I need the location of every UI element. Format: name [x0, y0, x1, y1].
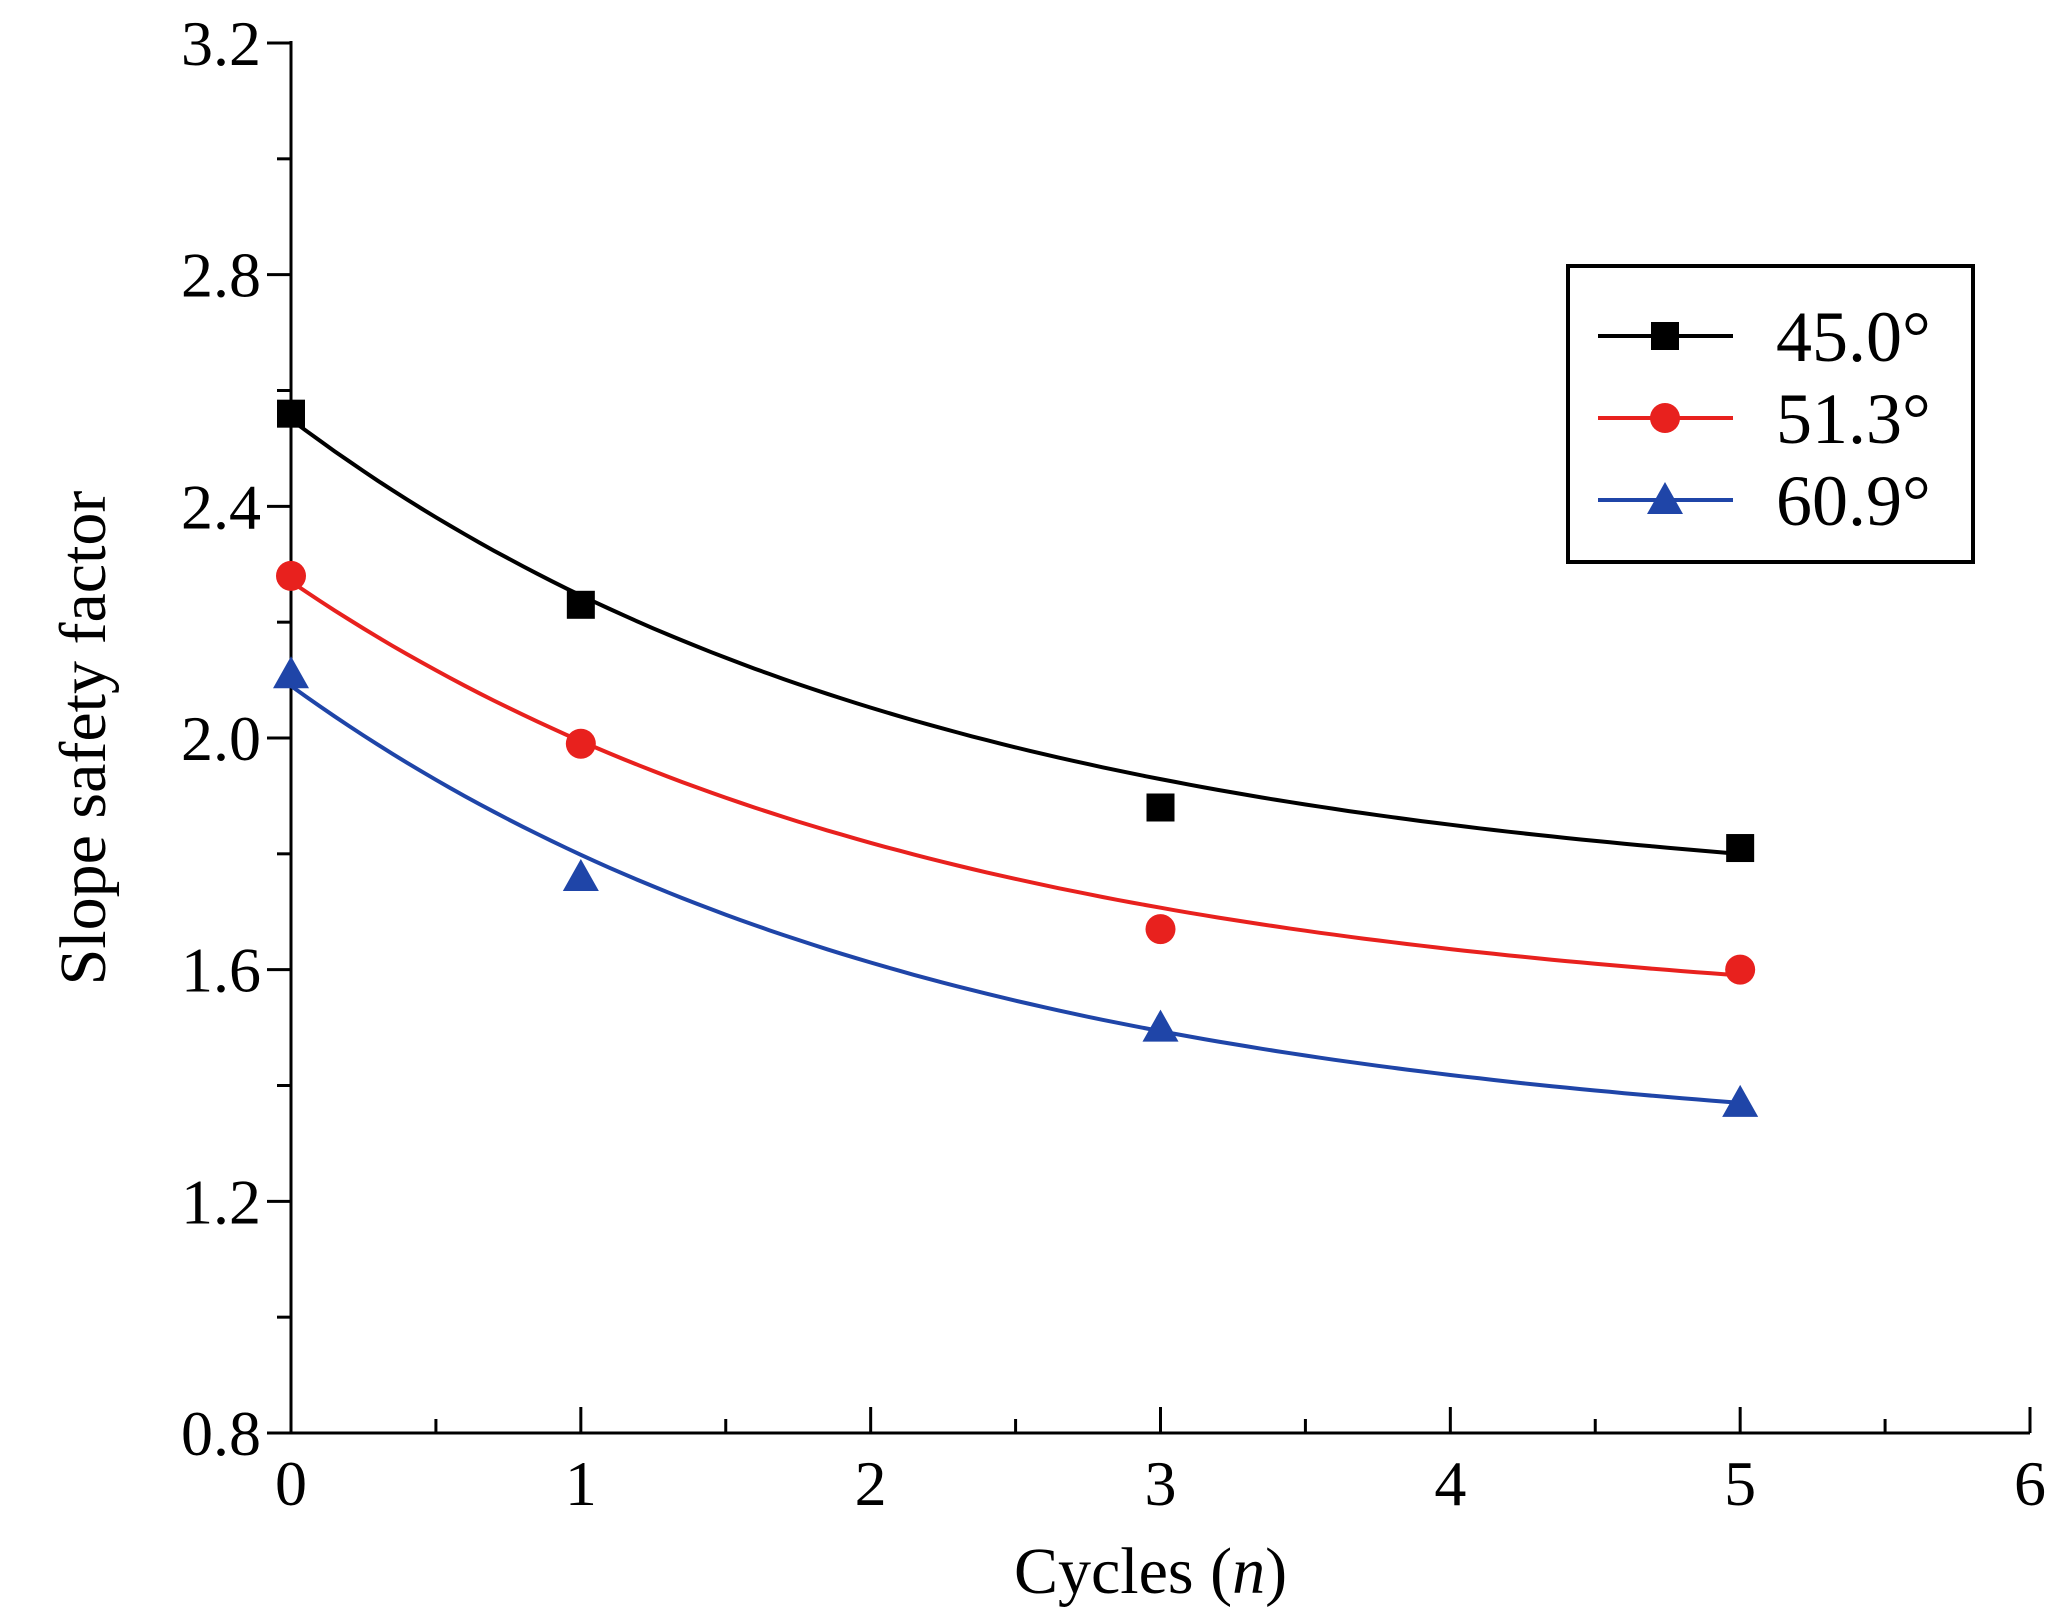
legend-marker-3: [1647, 482, 1683, 514]
y-tick-label: 1.2: [181, 1166, 261, 1237]
axis-labels: Slope safety factor Cycles (n): [47, 491, 1287, 1608]
fit-curve-2: [289, 579, 1741, 978]
data-point-1: [566, 590, 595, 619]
x-tick-label: 4: [1434, 1448, 1466, 1519]
x-tick-label: 5: [1724, 1448, 1756, 1519]
y-tick-label: 3.2: [181, 8, 261, 79]
data-point-2: [276, 560, 306, 591]
x-axis-title: Cycles (n): [1014, 1535, 1287, 1608]
legend: 45.0°51.3°60.9°: [1566, 264, 1975, 564]
y-tick-label: 2.4: [181, 471, 261, 542]
x-axis-title-prefix: Cycles (: [1014, 1535, 1232, 1608]
data-point-3: [562, 859, 599, 891]
legend-label-1: 45.0°: [1776, 297, 1931, 377]
data-point-2: [1725, 954, 1756, 985]
fit-curve-3: [289, 684, 1741, 1105]
legend-marker-1: [1651, 322, 1679, 350]
fit-curve-1: [289, 417, 1741, 856]
legend-label-2: 51.3°: [1776, 379, 1931, 459]
data-point-3: [1142, 1009, 1179, 1042]
data-point-3: [273, 656, 309, 689]
data-point-1: [277, 399, 305, 428]
legend-box: [1566, 264, 1975, 564]
y-tick-label: 2.0: [181, 703, 261, 774]
y-tick-label: 2.8: [181, 240, 261, 311]
data-point-1: [1726, 834, 1755, 863]
y-tick-label: 0.8: [181, 1398, 261, 1469]
x-tick-label: 1: [565, 1448, 597, 1519]
data-point-2: [565, 728, 596, 759]
y-tick-label: 1.6: [181, 935, 261, 1006]
x-tick-label: 0: [275, 1448, 307, 1519]
x-tick-label: 6: [2014, 1448, 2046, 1519]
legend-label-3: 60.9°: [1776, 461, 1931, 541]
y-axis-title: Slope safety factor: [47, 491, 120, 986]
x-axis-title-suffix: ): [1265, 1535, 1287, 1608]
data-point-3: [1722, 1084, 1759, 1117]
data-markers: [273, 399, 1759, 1117]
x-tick-label: 2: [855, 1448, 887, 1519]
legend-marker-2: [1650, 403, 1680, 433]
fit-curves: [289, 417, 1741, 1105]
x-axis-title-variable: n: [1232, 1535, 1265, 1608]
data-point-2: [1145, 914, 1176, 945]
data-point-1: [1146, 793, 1175, 822]
axes: 0.8 1.2 1.6 2.0 2.4 2.8 3.2 0 1 2 3 4 5 6: [181, 8, 2046, 1519]
x-tick-label: 3: [1145, 1448, 1177, 1519]
